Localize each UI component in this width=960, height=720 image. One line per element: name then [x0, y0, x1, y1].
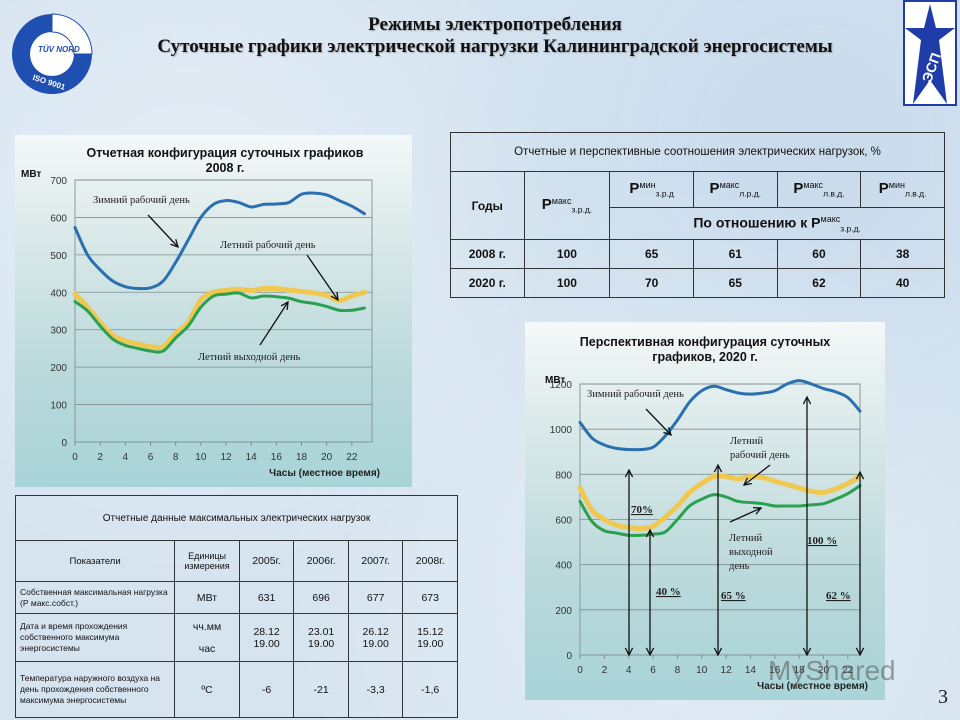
svg-text:1200: 1200	[550, 380, 573, 391]
svg-text:выходной: выходной	[729, 547, 773, 558]
col-pmax-lrd: Pмаксл.р.д.	[692, 171, 778, 208]
svg-text:400: 400	[50, 288, 67, 299]
svg-text:70%: 70%	[631, 504, 653, 516]
svg-text:МВт: МВт	[21, 169, 41, 180]
svg-text:Часы (местное время): Часы (местное время)	[269, 468, 380, 479]
svg-text:рабочий день: рабочий день	[730, 450, 790, 461]
svg-text:Летний рабочий день: Летний рабочий день	[220, 240, 316, 251]
svg-text:800: 800	[555, 470, 572, 481]
svg-text:Летний выходной день: Летний выходной день	[198, 352, 301, 363]
tuv-nord-logo: TÜV NORD ISO 9001	[12, 13, 93, 94]
svg-text:1000: 1000	[550, 425, 573, 436]
svg-text:62 %: 62 %	[826, 590, 851, 602]
svg-text:день: день	[729, 561, 750, 572]
svg-text:22: 22	[346, 452, 358, 463]
series-line	[577, 473, 863, 532]
series-line	[73, 291, 366, 354]
svg-text:16: 16	[769, 665, 781, 676]
svg-text:40 %: 40 %	[656, 586, 681, 598]
col-pmax-lvd: Pмаксл.в.д.	[776, 171, 862, 208]
ratio-table: Отчетные и перспективные соотношения эле…	[450, 132, 945, 298]
svg-text:16: 16	[271, 452, 283, 463]
svg-text:Летний: Летний	[730, 436, 764, 447]
svg-text:0: 0	[72, 452, 78, 463]
max-load-table-caption: Отчетные данные максимальных электрическ…	[15, 495, 458, 541]
svg-text:300: 300	[50, 326, 67, 337]
page-number: 3	[938, 686, 948, 708]
chart-2020: Перспективная конфигурация суточных графи…	[525, 322, 885, 700]
svg-text:20: 20	[321, 452, 333, 463]
svg-text:700: 700	[50, 176, 67, 187]
svg-text:Зимний рабочий день: Зимний рабочий день	[93, 195, 190, 206]
title-line-1: Режимы электропотребления	[368, 14, 622, 35]
svg-text:100: 100	[50, 401, 67, 412]
svg-text:Перспективная конфигурация сут: Перспективная конфигурация суточных	[580, 335, 830, 349]
svg-text:10: 10	[195, 452, 207, 463]
svg-text:6: 6	[650, 665, 656, 676]
svg-text:22: 22	[842, 665, 854, 676]
svg-text:200: 200	[555, 606, 572, 617]
svg-text:10: 10	[696, 665, 708, 676]
col-pmin-lvd: Pминл.в.д.	[860, 171, 945, 208]
svg-text:0: 0	[566, 651, 572, 662]
svg-text:12: 12	[721, 665, 733, 676]
col-pmin-zrd: Pминз.р.д	[609, 171, 694, 208]
svg-text:0: 0	[61, 438, 67, 449]
svg-text:65 %: 65 %	[721, 590, 746, 602]
svg-text:18: 18	[296, 452, 308, 463]
svg-text:100 %: 100 %	[807, 535, 837, 547]
slide-title: Режимы электропотребления Суточные графи…	[0, 14, 960, 58]
svg-text:400: 400	[555, 561, 572, 572]
svg-text:2: 2	[97, 452, 103, 463]
col-years: Годы	[450, 171, 525, 240]
svg-text:8: 8	[173, 452, 179, 463]
svg-text:0: 0	[577, 665, 583, 676]
svg-text:4: 4	[626, 665, 632, 676]
svg-text:14: 14	[745, 665, 757, 676]
max-load-table: Отчетные данные максимальных электрическ…	[14, 495, 458, 718]
svg-text:200: 200	[50, 363, 67, 374]
svg-text:TÜV NORD: TÜV NORD	[38, 45, 80, 54]
table-row: Температура наружного воздуха на день пр…	[14, 661, 458, 718]
svg-text:Зимний рабочий день: Зимний рабочий день	[587, 389, 684, 400]
svg-text:2: 2	[602, 665, 608, 676]
svg-text:6: 6	[148, 452, 154, 463]
table-row: 2020 г. 100 70 65 62 40	[450, 268, 945, 298]
chart-2008-plot: Отчетная конфигурация суточных графиков2…	[21, 146, 380, 479]
title-line-2: Суточные графики электрической нагрузки …	[157, 36, 833, 57]
svg-text:графиков, 2020 г.: графиков, 2020 г.	[652, 350, 757, 364]
svg-text:Отчетная конфигурация суточных: Отчетная конфигурация суточных графиков	[87, 146, 364, 160]
table-row: Дата и время прохождения собственного ма…	[14, 613, 458, 662]
svg-text:14: 14	[246, 452, 258, 463]
svg-text:Летний: Летний	[729, 533, 763, 544]
svg-text:8: 8	[675, 665, 681, 676]
col-pmax-zrd: Pмаксз.р.д.	[523, 171, 611, 240]
svg-text:Часы (местное время): Часы (местное время)	[757, 681, 868, 692]
svg-text:18: 18	[794, 665, 806, 676]
chart-2020-plot: Перспективная конфигурация суточныхграфи…	[545, 335, 868, 692]
svg-text:МВт: МВт	[545, 375, 565, 386]
esp-logo: ЭСП	[903, 0, 957, 106]
svg-text:20: 20	[818, 665, 830, 676]
svg-text:2008 г.: 2008 г.	[206, 161, 245, 175]
svg-text:4: 4	[123, 452, 129, 463]
svg-text:12: 12	[220, 452, 232, 463]
ratio-table-caption: Отчетные и перспективные соотношения эле…	[450, 132, 945, 172]
svg-text:600: 600	[50, 213, 67, 224]
table-row: 2008 г. 100 65 61 60 38	[450, 239, 945, 269]
series-line	[72, 285, 367, 351]
series-line	[578, 484, 862, 538]
svg-text:600: 600	[555, 516, 572, 527]
series-line	[73, 191, 366, 291]
table-row: Собственная максимальная нагрузка (Р мак…	[14, 581, 458, 614]
chart-2008: Отчетная конфигурация суточных графиков 2…	[15, 135, 412, 487]
watermark: MyShared	[768, 655, 896, 686]
series-line	[578, 379, 862, 452]
relative-label: По отношению к Pмаксз.р.д.	[609, 207, 945, 240]
svg-text:500: 500	[50, 251, 67, 262]
